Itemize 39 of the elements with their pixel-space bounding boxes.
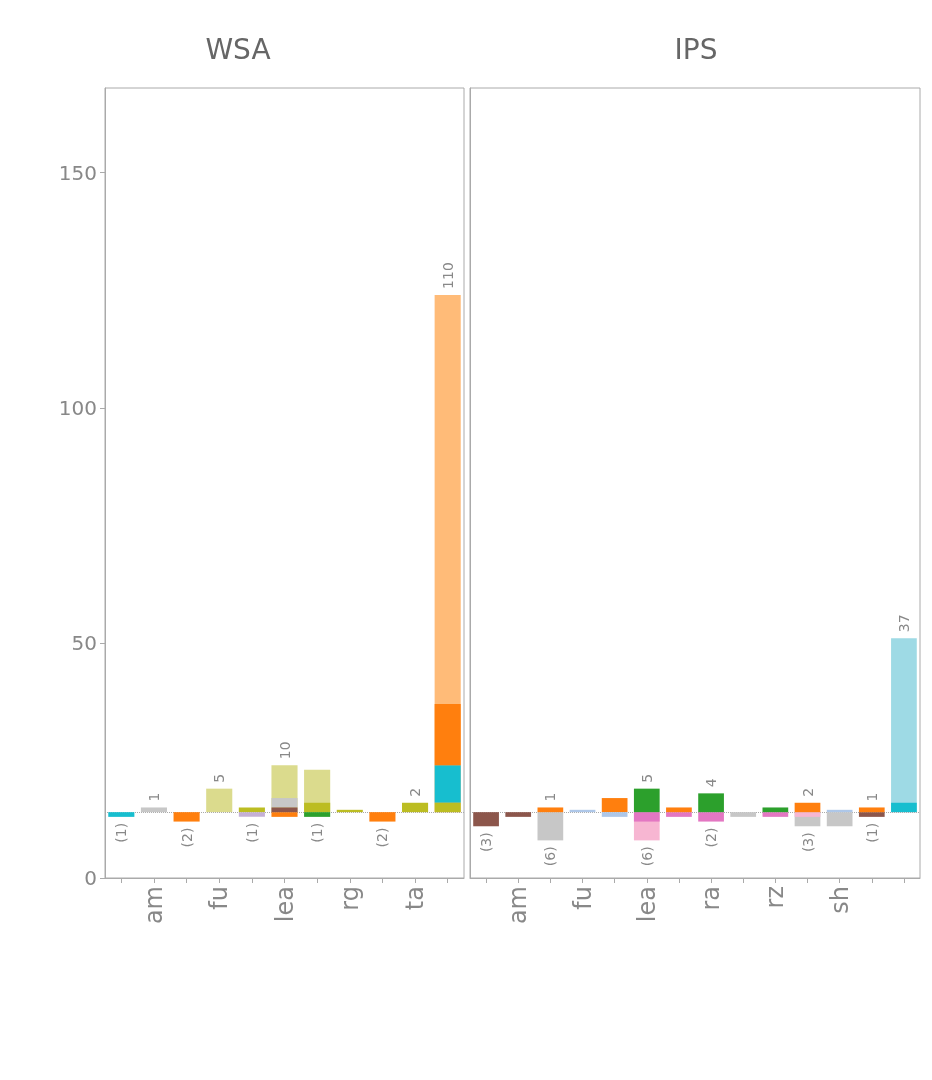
y-tick-label: 50 [71,630,97,655]
data-label: (6) [638,846,655,867]
data-label: 10 [276,741,293,760]
data-label: (1) [863,822,880,843]
data-label: (1) [243,822,260,843]
data-label: 2 [799,787,816,797]
data-label: (2) [703,827,720,848]
y-tick-label: 100 [58,395,97,420]
x-tick-label: fu [205,886,234,910]
x-tick-label: rg [335,886,364,911]
y-tick-label: 0 [84,866,97,890]
x-tick-label: ra [697,886,726,911]
data-label: 4 [703,778,720,788]
data-label: 110 [439,262,456,289]
y-tick-label: 150 [58,160,97,185]
data-label: 37 [895,614,912,633]
data-label: 5 [211,773,228,783]
x-tick-label: rz [761,886,790,909]
data-label: (1) [113,822,130,843]
x-tick-label: sh [825,886,854,914]
data-label: (3) [478,832,495,853]
x-tick-label: lea [632,886,661,923]
x-tick-label: fu [568,886,597,910]
chart-title: WSA [205,32,271,66]
x-tick-label: lea [270,886,299,923]
chart-title: IPS [674,32,718,66]
data-label: (2) [374,827,391,848]
data-label: 2 [407,787,424,797]
x-tick-label: am [139,886,168,925]
x-tick-label: ta [401,886,430,911]
data-label: 1 [863,792,880,802]
data-label: 5 [638,773,655,783]
data-label: (6) [542,846,559,867]
data-label: 1 [145,792,162,802]
data-label: 1 [542,792,559,802]
x-tick-label: am [504,886,533,925]
data-label: (2) [178,827,195,848]
data-label: (3) [799,832,816,853]
data-label: (1) [309,822,326,843]
